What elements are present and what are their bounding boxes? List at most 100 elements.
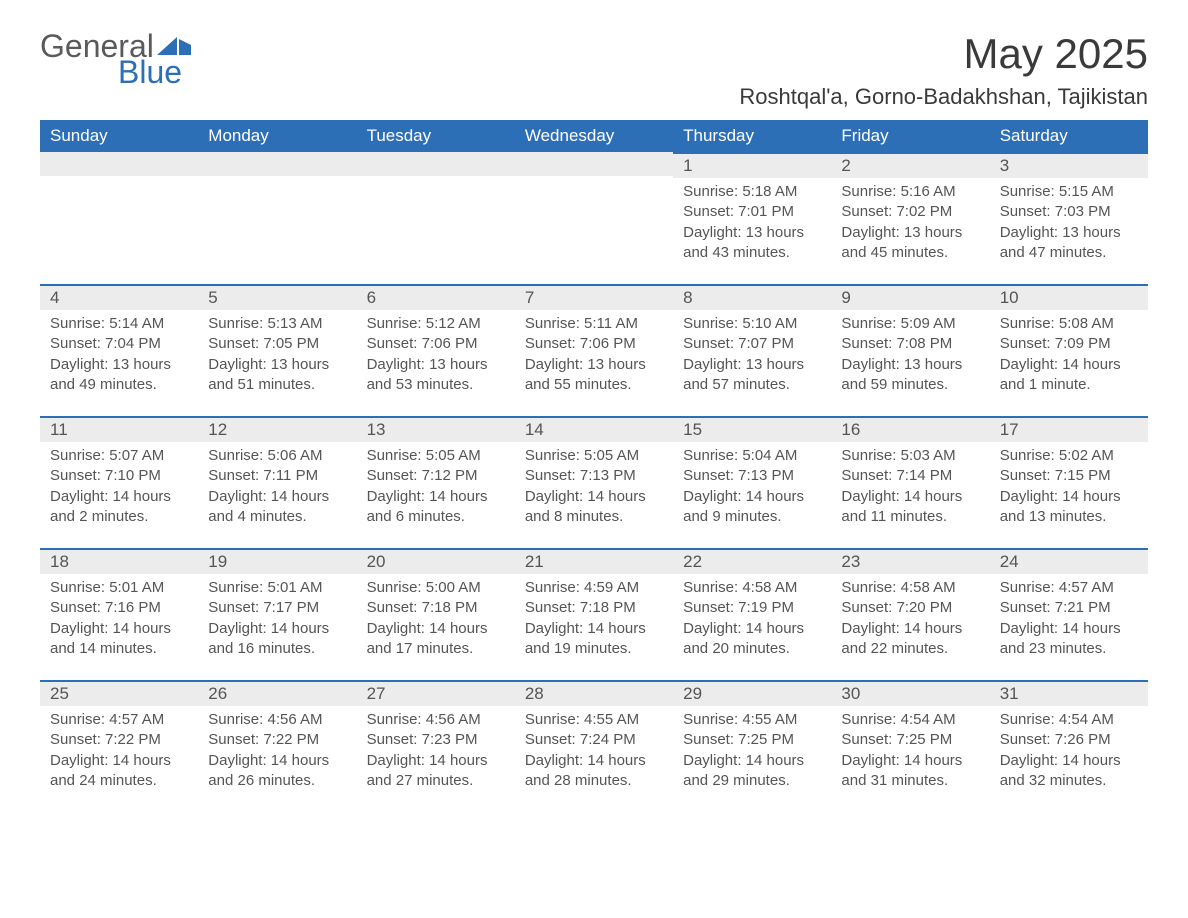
day-daylight: Daylight: 14 hours and 17 minutes. [367,619,505,660]
day-sunset: Sunset: 7:18 PM [367,598,505,618]
calendar-cell: 22Sunrise: 4:58 AMSunset: 7:19 PMDayligh… [673,548,831,680]
day-details: Sunrise: 4:55 AMSunset: 7:25 PMDaylight:… [673,706,831,791]
day-details: Sunrise: 5:06 AMSunset: 7:11 PMDaylight:… [198,442,356,527]
day-sunrise: Sunrise: 4:59 AM [525,578,663,598]
day-sunrise: Sunrise: 5:05 AM [367,446,505,466]
day-details: Sunrise: 4:55 AMSunset: 7:24 PMDaylight:… [515,706,673,791]
calendar-cell: 24Sunrise: 4:57 AMSunset: 7:21 PMDayligh… [990,548,1148,680]
calendar-cell: 6Sunrise: 5:12 AMSunset: 7:06 PMDaylight… [357,284,515,416]
day-details: Sunrise: 4:54 AMSunset: 7:26 PMDaylight:… [990,706,1148,791]
calendar-cell: 31Sunrise: 4:54 AMSunset: 7:26 PMDayligh… [990,680,1148,812]
calendar-cell: 8Sunrise: 5:10 AMSunset: 7:07 PMDaylight… [673,284,831,416]
day-daylight: Daylight: 14 hours and 23 minutes. [1000,619,1138,660]
day-sunset: Sunset: 7:06 PM [525,334,663,354]
day-number-bar: 6 [357,284,515,310]
day-daylight: Daylight: 14 hours and 6 minutes. [367,487,505,528]
day-sunrise: Sunrise: 4:56 AM [208,710,346,730]
day-sunrise: Sunrise: 5:01 AM [208,578,346,598]
day-sunrise: Sunrise: 4:57 AM [1000,578,1138,598]
day-details: Sunrise: 5:04 AMSunset: 7:13 PMDaylight:… [673,442,831,527]
day-daylight: Daylight: 14 hours and 16 minutes. [208,619,346,660]
day-sunset: Sunset: 7:21 PM [1000,598,1138,618]
calendar-cell: 27Sunrise: 4:56 AMSunset: 7:23 PMDayligh… [357,680,515,812]
day-details: Sunrise: 5:07 AMSunset: 7:10 PMDaylight:… [40,442,198,527]
day-number-bar: 13 [357,416,515,442]
calendar-cell: 25Sunrise: 4:57 AMSunset: 7:22 PMDayligh… [40,680,198,812]
day-details: Sunrise: 5:05 AMSunset: 7:12 PMDaylight:… [357,442,515,527]
day-sunset: Sunset: 7:13 PM [525,466,663,486]
day-number-bar [515,152,673,176]
day-number-bar: 15 [673,416,831,442]
calendar-body: 1Sunrise: 5:18 AMSunset: 7:01 PMDaylight… [40,152,1148,812]
calendar-cell: 28Sunrise: 4:55 AMSunset: 7:24 PMDayligh… [515,680,673,812]
calendar-cell: 17Sunrise: 5:02 AMSunset: 7:15 PMDayligh… [990,416,1148,548]
calendar-cell: 9Sunrise: 5:09 AMSunset: 7:08 PMDaylight… [831,284,989,416]
day-sunset: Sunset: 7:24 PM [525,730,663,750]
calendar-cell: 11Sunrise: 5:07 AMSunset: 7:10 PMDayligh… [40,416,198,548]
day-daylight: Daylight: 13 hours and 49 minutes. [50,355,188,396]
day-details: Sunrise: 5:08 AMSunset: 7:09 PMDaylight:… [990,310,1148,395]
day-details: Sunrise: 5:12 AMSunset: 7:06 PMDaylight:… [357,310,515,395]
day-number-bar: 1 [673,152,831,178]
day-number-bar: 12 [198,416,356,442]
day-sunrise: Sunrise: 5:04 AM [683,446,821,466]
day-sunset: Sunset: 7:05 PM [208,334,346,354]
day-daylight: Daylight: 14 hours and 22 minutes. [841,619,979,660]
day-daylight: Daylight: 14 hours and 11 minutes. [841,487,979,528]
day-sunrise: Sunrise: 5:18 AM [683,182,821,202]
day-sunset: Sunset: 7:14 PM [841,466,979,486]
calendar-cell: 19Sunrise: 5:01 AMSunset: 7:17 PMDayligh… [198,548,356,680]
day-details: Sunrise: 4:59 AMSunset: 7:18 PMDaylight:… [515,574,673,659]
day-details: Sunrise: 4:58 AMSunset: 7:19 PMDaylight:… [673,574,831,659]
day-number-bar: 25 [40,680,198,706]
day-daylight: Daylight: 14 hours and 31 minutes. [841,751,979,792]
day-sunrise: Sunrise: 4:55 AM [683,710,821,730]
day-details: Sunrise: 4:57 AMSunset: 7:21 PMDaylight:… [990,574,1148,659]
day-number-bar: 31 [990,680,1148,706]
calendar-cell: 15Sunrise: 5:04 AMSunset: 7:13 PMDayligh… [673,416,831,548]
day-daylight: Daylight: 14 hours and 29 minutes. [683,751,821,792]
calendar-cell: 7Sunrise: 5:11 AMSunset: 7:06 PMDaylight… [515,284,673,416]
day-sunset: Sunset: 7:03 PM [1000,202,1138,222]
calendar-cell [40,152,198,284]
day-details: Sunrise: 5:03 AMSunset: 7:14 PMDaylight:… [831,442,989,527]
day-sunrise: Sunrise: 5:10 AM [683,314,821,334]
day-sunrise: Sunrise: 5:14 AM [50,314,188,334]
day-sunset: Sunset: 7:02 PM [841,202,979,222]
day-sunset: Sunset: 7:15 PM [1000,466,1138,486]
location-subtitle: Roshtqal'a, Gorno-Badakhshan, Tajikistan [739,84,1148,110]
day-details: Sunrise: 5:01 AMSunset: 7:16 PMDaylight:… [40,574,198,659]
day-number-bar [40,152,198,176]
day-number-bar: 29 [673,680,831,706]
day-sunset: Sunset: 7:23 PM [367,730,505,750]
calendar-cell: 18Sunrise: 5:01 AMSunset: 7:16 PMDayligh… [40,548,198,680]
calendar-week-row: 11Sunrise: 5:07 AMSunset: 7:10 PMDayligh… [40,416,1148,548]
day-daylight: Daylight: 14 hours and 19 minutes. [525,619,663,660]
day-details: Sunrise: 5:14 AMSunset: 7:04 PMDaylight:… [40,310,198,395]
day-number-bar: 18 [40,548,198,574]
day-number-bar: 22 [673,548,831,574]
calendar-cell: 30Sunrise: 4:54 AMSunset: 7:25 PMDayligh… [831,680,989,812]
day-sunset: Sunset: 7:22 PM [50,730,188,750]
day-sunrise: Sunrise: 5:01 AM [50,578,188,598]
day-sunrise: Sunrise: 5:05 AM [525,446,663,466]
day-number-bar: 11 [40,416,198,442]
day-sunset: Sunset: 7:11 PM [208,466,346,486]
day-sunrise: Sunrise: 5:00 AM [367,578,505,598]
day-daylight: Daylight: 14 hours and 24 minutes. [50,751,188,792]
day-details: Sunrise: 4:58 AMSunset: 7:20 PMDaylight:… [831,574,989,659]
day-details: Sunrise: 5:01 AMSunset: 7:17 PMDaylight:… [198,574,356,659]
day-details: Sunrise: 5:18 AMSunset: 7:01 PMDaylight:… [673,178,831,263]
weekday-header: Monday [198,120,356,152]
day-sunset: Sunset: 7:20 PM [841,598,979,618]
day-sunrise: Sunrise: 5:06 AM [208,446,346,466]
day-sunrise: Sunrise: 4:54 AM [841,710,979,730]
day-sunrise: Sunrise: 4:55 AM [525,710,663,730]
day-number-bar: 21 [515,548,673,574]
day-daylight: Daylight: 14 hours and 14 minutes. [50,619,188,660]
day-daylight: Daylight: 14 hours and 8 minutes. [525,487,663,528]
weekday-header: Saturday [990,120,1148,152]
day-sunrise: Sunrise: 5:11 AM [525,314,663,334]
day-sunset: Sunset: 7:17 PM [208,598,346,618]
day-number-bar [357,152,515,176]
